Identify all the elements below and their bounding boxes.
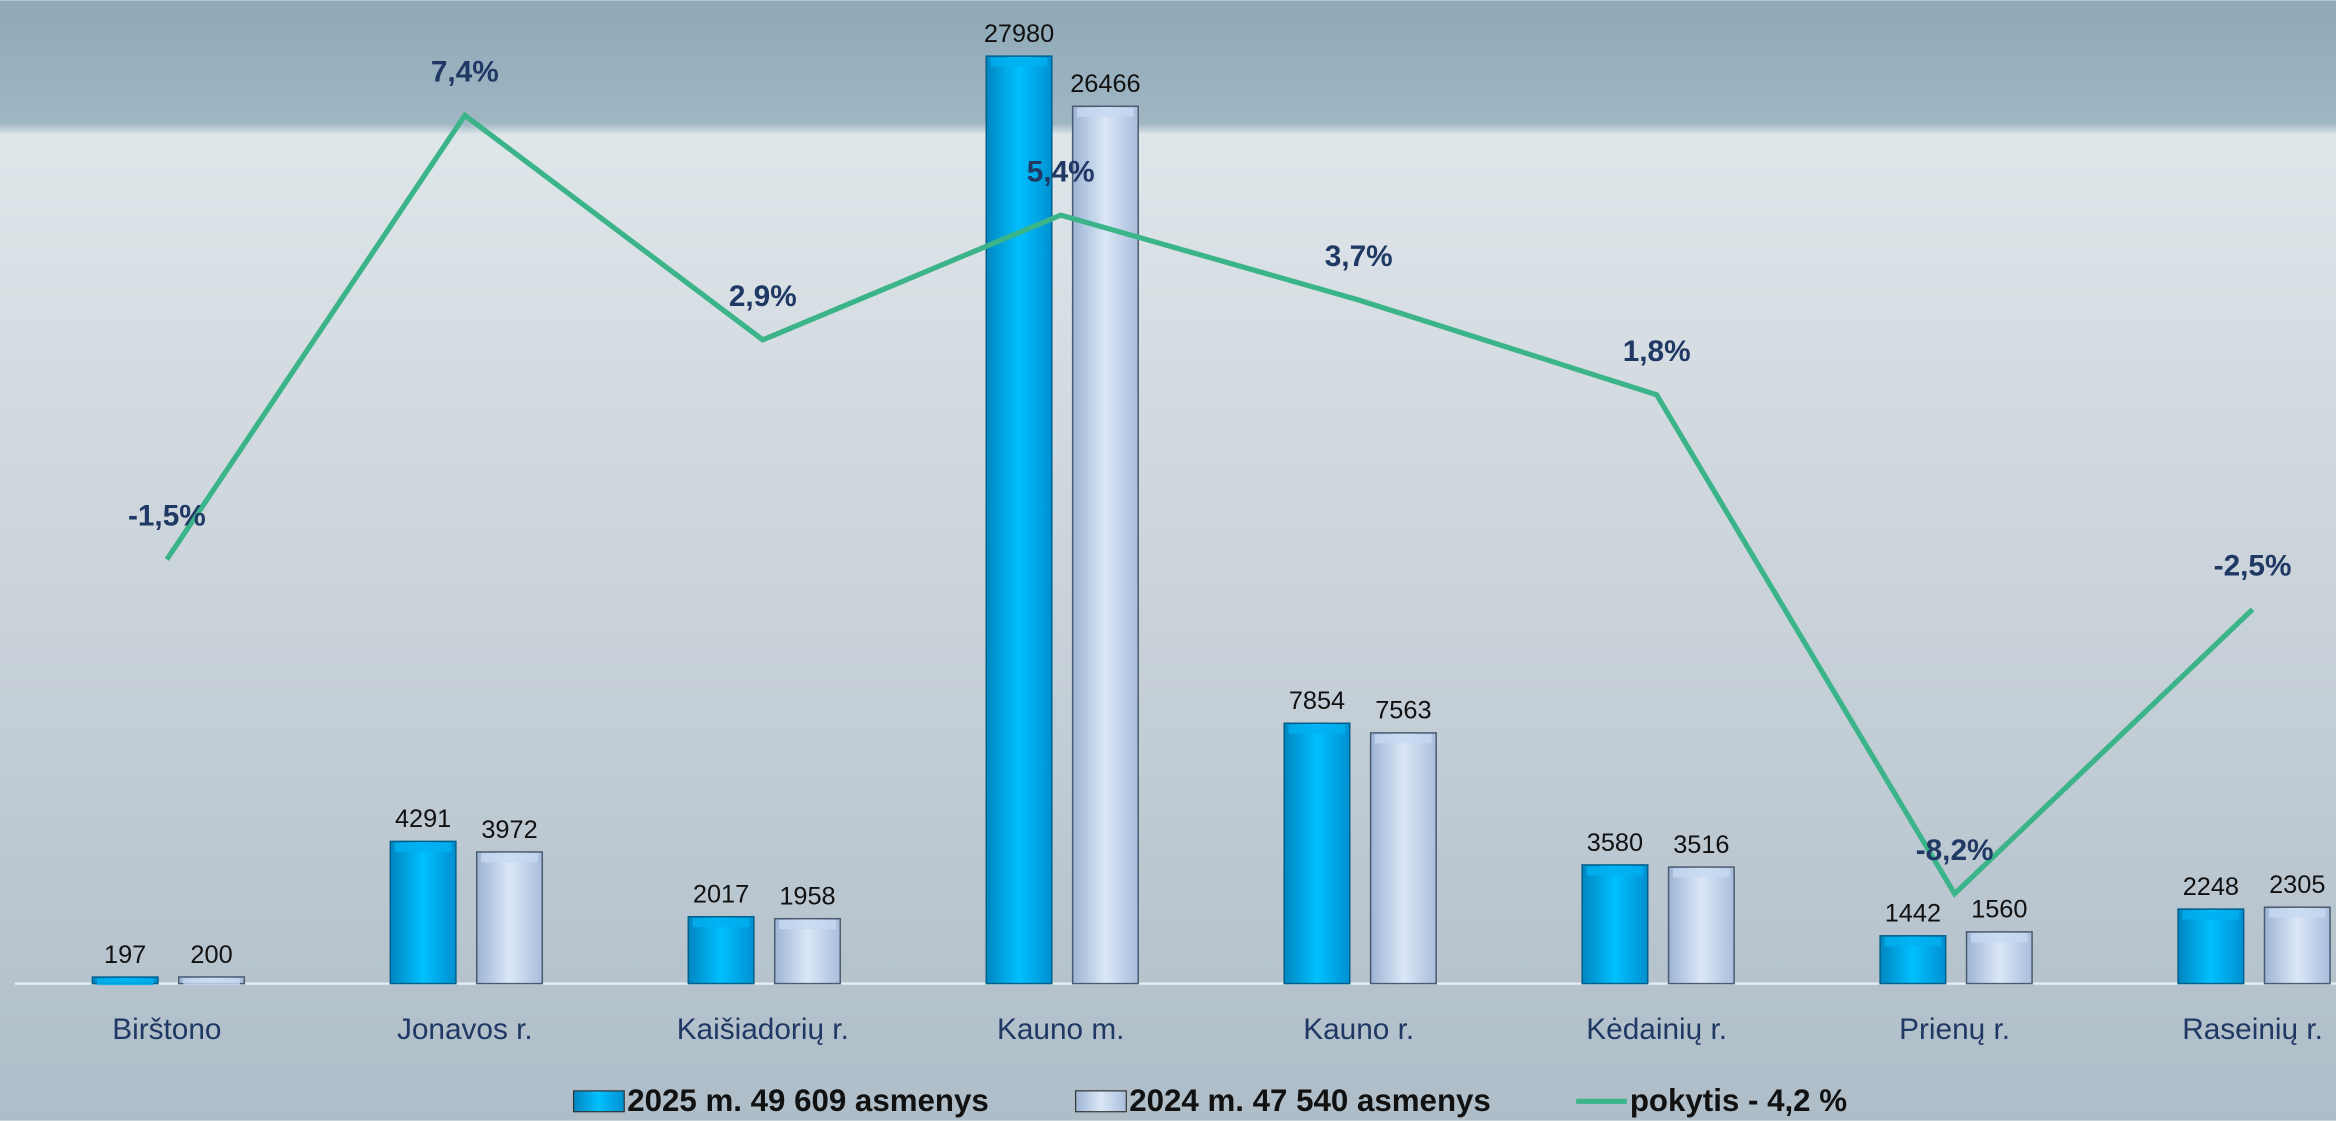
legend-swatch bbox=[574, 1091, 625, 1112]
legend-label: pokytis - 4,2 % bbox=[1630, 1083, 1847, 1118]
bar-cap bbox=[1587, 866, 1644, 875]
bar bbox=[2178, 909, 2244, 984]
x-tick-label: Kauno r. bbox=[1303, 1013, 1414, 1046]
x-tick-label: Birštono bbox=[112, 1013, 221, 1046]
bar-value-label: 4291 bbox=[395, 805, 451, 833]
chart: Birštono Jonavos r. Kaišiadorių r. Kauno m.… bbox=[0, 0, 2336, 1121]
bar-cap bbox=[1971, 933, 2028, 942]
line-value-label: -8,2% bbox=[1916, 834, 1994, 867]
bar-cap bbox=[2183, 911, 2240, 920]
bar bbox=[1073, 106, 1139, 983]
bar-value-label: 3972 bbox=[481, 816, 537, 844]
legend-swatch bbox=[1076, 1091, 1127, 1112]
bar-cap bbox=[97, 979, 154, 986]
bar-value-label: 197 bbox=[104, 941, 146, 969]
line-value-label: 1,8% bbox=[1623, 335, 1691, 368]
line-value-label: 3,7% bbox=[1325, 240, 1393, 273]
x-tick-label: Prienų r. bbox=[1899, 1013, 2010, 1046]
bar-value-label: 2305 bbox=[2269, 871, 2325, 899]
line-value-label: -1,5% bbox=[128, 500, 206, 533]
bar-value-label: 2017 bbox=[693, 881, 749, 909]
bar bbox=[390, 841, 456, 983]
bar-cap bbox=[2269, 909, 2326, 918]
bar-value-label: 1560 bbox=[1971, 896, 2027, 924]
x-tick-label: Kaišiadorių r. bbox=[677, 1013, 849, 1046]
bar-value-label: 1958 bbox=[779, 883, 835, 911]
legend-label: 2024 m. 47 540 asmenys bbox=[1129, 1083, 1491, 1118]
bar-cap bbox=[481, 853, 538, 862]
x-tick-label: Kėdainių r. bbox=[1586, 1013, 1727, 1046]
bar-cap bbox=[991, 58, 1048, 67]
legend-label: 2025 m. 49 609 asmenys bbox=[627, 1083, 989, 1118]
bar bbox=[1284, 723, 1350, 983]
bar-value-label: 3580 bbox=[1587, 829, 1643, 857]
bar-cap bbox=[1673, 869, 1730, 878]
bar-value-label: 26466 bbox=[1070, 70, 1140, 98]
bar-cap bbox=[1375, 734, 1432, 743]
bar-cap bbox=[1885, 937, 1942, 946]
line-value-label: -2,5% bbox=[2214, 550, 2292, 583]
bar-value-label: 7563 bbox=[1375, 697, 1431, 725]
bar bbox=[1371, 733, 1437, 984]
bar-value-label: 7854 bbox=[1289, 687, 1345, 715]
bar-value-label: 2248 bbox=[2183, 873, 2239, 901]
line-value-label: 2,9% bbox=[729, 280, 797, 313]
bar bbox=[2264, 907, 2330, 983]
bar-value-label: 200 bbox=[190, 941, 232, 969]
bar-cap bbox=[779, 920, 836, 929]
bar-cap bbox=[183, 978, 240, 985]
bar-cap bbox=[1289, 725, 1346, 734]
x-tick-label: Raseinių r. bbox=[2182, 1013, 2323, 1046]
bar-cap bbox=[1077, 108, 1134, 117]
bar bbox=[477, 852, 543, 984]
bar bbox=[1669, 867, 1735, 984]
line-value-label: 7,4% bbox=[431, 56, 499, 89]
line-value-label: 5,4% bbox=[1027, 155, 1095, 188]
bar-value-label: 3516 bbox=[1673, 831, 1729, 859]
bar-cap bbox=[693, 918, 750, 927]
page: Birštono Jonavos r. Kaišiadorių r. Kauno m.… bbox=[0, 0, 2336, 1121]
bar-cap bbox=[395, 843, 452, 852]
bar bbox=[986, 56, 1052, 983]
bar bbox=[1582, 865, 1648, 984]
x-tick-label: Kauno m. bbox=[997, 1013, 1124, 1046]
bar-value-label: 1442 bbox=[1885, 900, 1941, 928]
bar-value-label: 27980 bbox=[984, 20, 1054, 48]
x-tick-label: Jonavos r. bbox=[397, 1013, 533, 1046]
